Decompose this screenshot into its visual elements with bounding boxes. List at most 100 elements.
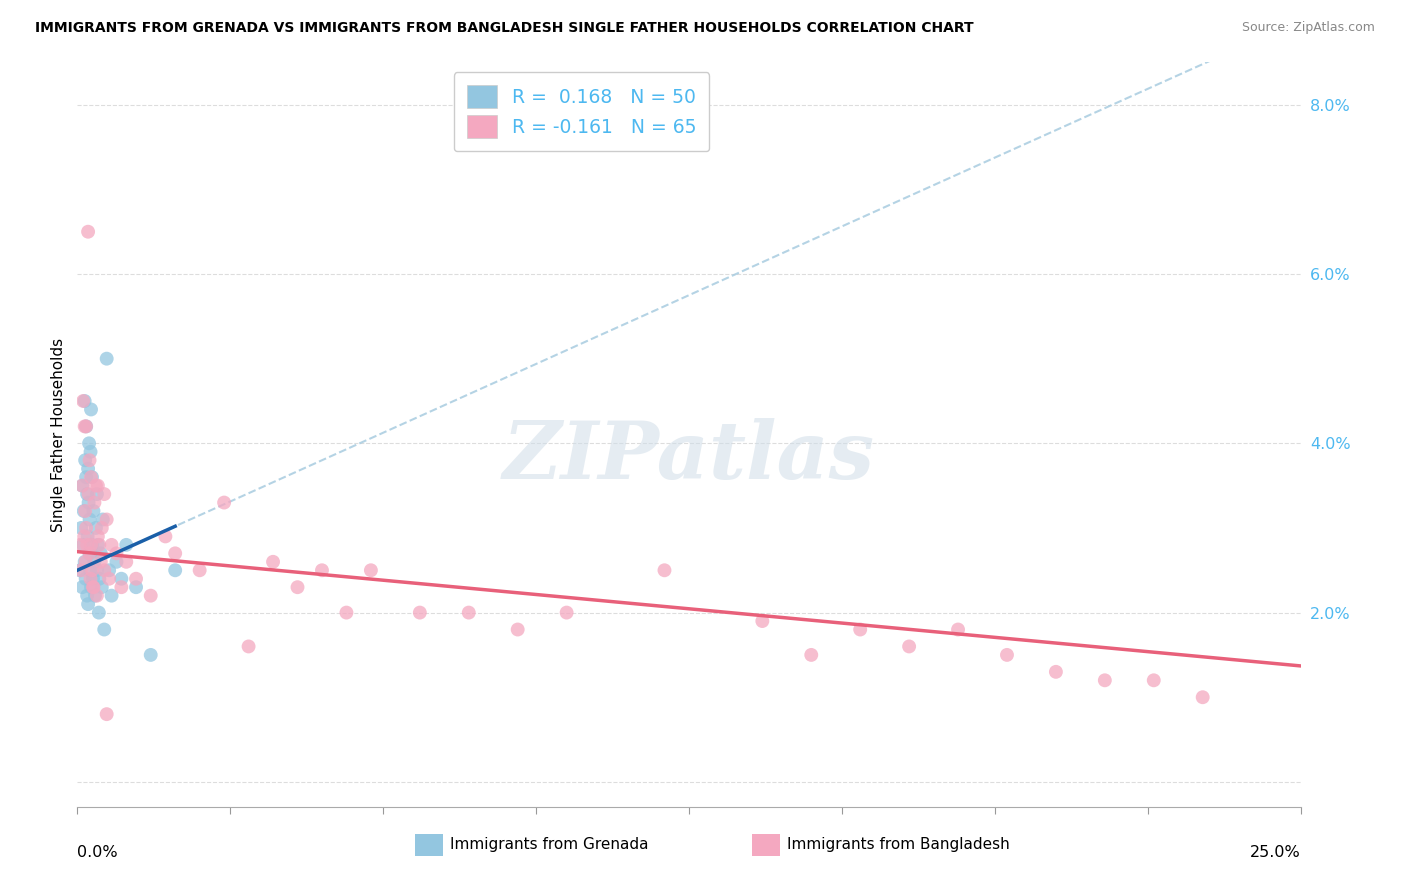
Point <box>995 648 1018 662</box>
Point <box>75 453 97 467</box>
Point <box>457 606 479 620</box>
Point <box>115 538 138 552</box>
Point <box>98 572 121 586</box>
Point <box>79 453 101 467</box>
Point <box>96 351 118 366</box>
Point <box>115 555 138 569</box>
Text: 0.0%: 0.0% <box>77 846 118 861</box>
Point <box>77 597 100 611</box>
Point <box>165 546 187 560</box>
Point <box>84 589 107 603</box>
Point <box>139 648 162 662</box>
Point <box>93 487 115 501</box>
Point <box>165 563 187 577</box>
Point <box>800 648 823 662</box>
Point <box>91 512 114 526</box>
Point <box>73 394 96 409</box>
Point <box>83 495 105 509</box>
Point <box>100 589 122 603</box>
Point <box>70 478 93 492</box>
Point <box>73 529 96 543</box>
Point <box>79 546 101 560</box>
Point <box>90 521 112 535</box>
Point <box>75 572 97 586</box>
Text: Immigrants from Grenada: Immigrants from Grenada <box>450 838 648 852</box>
Point <box>80 470 103 484</box>
Point <box>82 580 104 594</box>
Point <box>654 563 676 577</box>
Point <box>287 580 309 594</box>
Point <box>80 563 103 577</box>
Point <box>77 225 100 239</box>
Point <box>82 504 104 518</box>
Point <box>86 487 108 501</box>
Point <box>86 589 108 603</box>
Point <box>555 606 578 620</box>
Point <box>93 563 115 577</box>
Point <box>70 521 93 535</box>
Point <box>93 623 115 637</box>
Point <box>87 478 110 492</box>
Point <box>79 572 101 586</box>
Point <box>79 512 101 526</box>
Point <box>87 538 110 552</box>
Point <box>125 580 148 594</box>
Point <box>82 572 104 586</box>
Point <box>84 478 107 492</box>
Point <box>70 580 93 594</box>
Point <box>77 495 100 509</box>
Point <box>212 495 235 509</box>
Point <box>87 606 110 620</box>
Point <box>79 546 101 560</box>
Point <box>69 563 91 577</box>
Point <box>96 512 118 526</box>
Point <box>75 470 97 484</box>
Point <box>73 555 96 569</box>
Point <box>75 555 97 569</box>
Point <box>360 563 382 577</box>
Point <box>1191 690 1213 705</box>
Point <box>409 606 432 620</box>
Text: IMMIGRANTS FROM GRENADA VS IMMIGRANTS FROM BANGLADESH SINGLE FATHER HOUSEHOLDS C: IMMIGRANTS FROM GRENADA VS IMMIGRANTS FR… <box>35 21 974 35</box>
Point <box>1143 673 1166 688</box>
Y-axis label: Single Father Households: Single Father Households <box>51 338 66 532</box>
Point <box>73 419 96 434</box>
Text: Source: ZipAtlas.com: Source: ZipAtlas.com <box>1241 21 1375 34</box>
Point <box>69 538 91 552</box>
Point <box>110 572 132 586</box>
Point <box>86 563 108 577</box>
Point <box>262 555 284 569</box>
Point <box>89 538 111 552</box>
Point <box>110 580 132 594</box>
Point <box>70 563 93 577</box>
Point <box>77 436 100 450</box>
Point <box>75 419 97 434</box>
Point <box>75 419 97 434</box>
Point <box>80 470 103 484</box>
Point <box>335 606 357 620</box>
Point <box>80 580 103 594</box>
Point <box>72 538 94 552</box>
Text: 25.0%: 25.0% <box>1250 846 1301 861</box>
Point <box>188 563 211 577</box>
Text: Immigrants from Bangladesh: Immigrants from Bangladesh <box>787 838 1010 852</box>
Point <box>1045 665 1067 679</box>
Legend: R =  0.168   N = 50, R = -0.161   N = 65: R = 0.168 N = 50, R = -0.161 N = 65 <box>454 72 710 152</box>
Point <box>75 521 97 535</box>
Point <box>76 589 98 603</box>
Point <box>1094 673 1116 688</box>
Point <box>76 538 98 552</box>
Point <box>89 572 111 586</box>
Point <box>90 546 112 560</box>
Point <box>125 572 148 586</box>
Point <box>311 563 333 577</box>
Point <box>90 555 112 569</box>
Point <box>751 614 773 628</box>
Point <box>76 487 98 501</box>
Point <box>83 555 105 569</box>
Point <box>98 563 121 577</box>
Point <box>506 623 529 637</box>
Point <box>75 504 97 518</box>
Point <box>105 555 128 569</box>
Point <box>238 640 260 654</box>
